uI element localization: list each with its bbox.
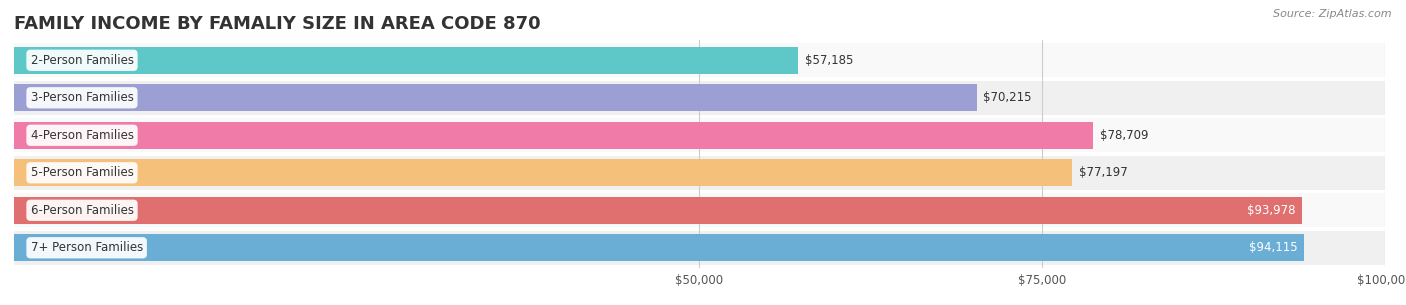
Text: 5-Person Families: 5-Person Families <box>31 166 134 179</box>
Bar <box>14 84 977 111</box>
Text: $77,197: $77,197 <box>1080 166 1128 179</box>
Text: 3-Person Families: 3-Person Families <box>31 91 134 104</box>
Text: FAMILY INCOME BY FAMALIY SIZE IN AREA CODE 870: FAMILY INCOME BY FAMALIY SIZE IN AREA CO… <box>14 15 541 33</box>
Text: $93,978: $93,978 <box>1247 204 1295 217</box>
Text: $70,215: $70,215 <box>983 91 1032 104</box>
Bar <box>14 193 1385 227</box>
Bar <box>14 81 1385 115</box>
Text: $94,115: $94,115 <box>1249 241 1298 254</box>
Bar <box>14 43 1385 77</box>
Text: 4-Person Families: 4-Person Families <box>31 129 134 142</box>
Bar <box>14 159 1073 186</box>
Text: 6-Person Families: 6-Person Families <box>31 204 134 217</box>
Bar <box>14 197 1302 224</box>
Bar <box>14 47 799 74</box>
Bar <box>14 156 1385 190</box>
Bar <box>14 122 1092 149</box>
Bar <box>14 231 1385 265</box>
Text: Source: ZipAtlas.com: Source: ZipAtlas.com <box>1274 9 1392 19</box>
Text: $57,185: $57,185 <box>804 54 853 67</box>
Text: 2-Person Families: 2-Person Families <box>31 54 134 67</box>
Text: 7+ Person Families: 7+ Person Families <box>31 241 143 254</box>
Bar <box>14 234 1305 261</box>
Bar <box>14 118 1385 152</box>
Text: $78,709: $78,709 <box>1099 129 1149 142</box>
